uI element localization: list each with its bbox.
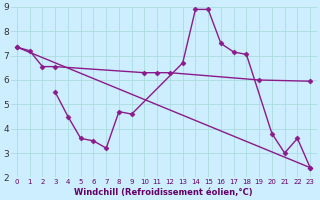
X-axis label: Windchill (Refroidissement éolien,°C): Windchill (Refroidissement éolien,°C) (74, 188, 253, 197)
